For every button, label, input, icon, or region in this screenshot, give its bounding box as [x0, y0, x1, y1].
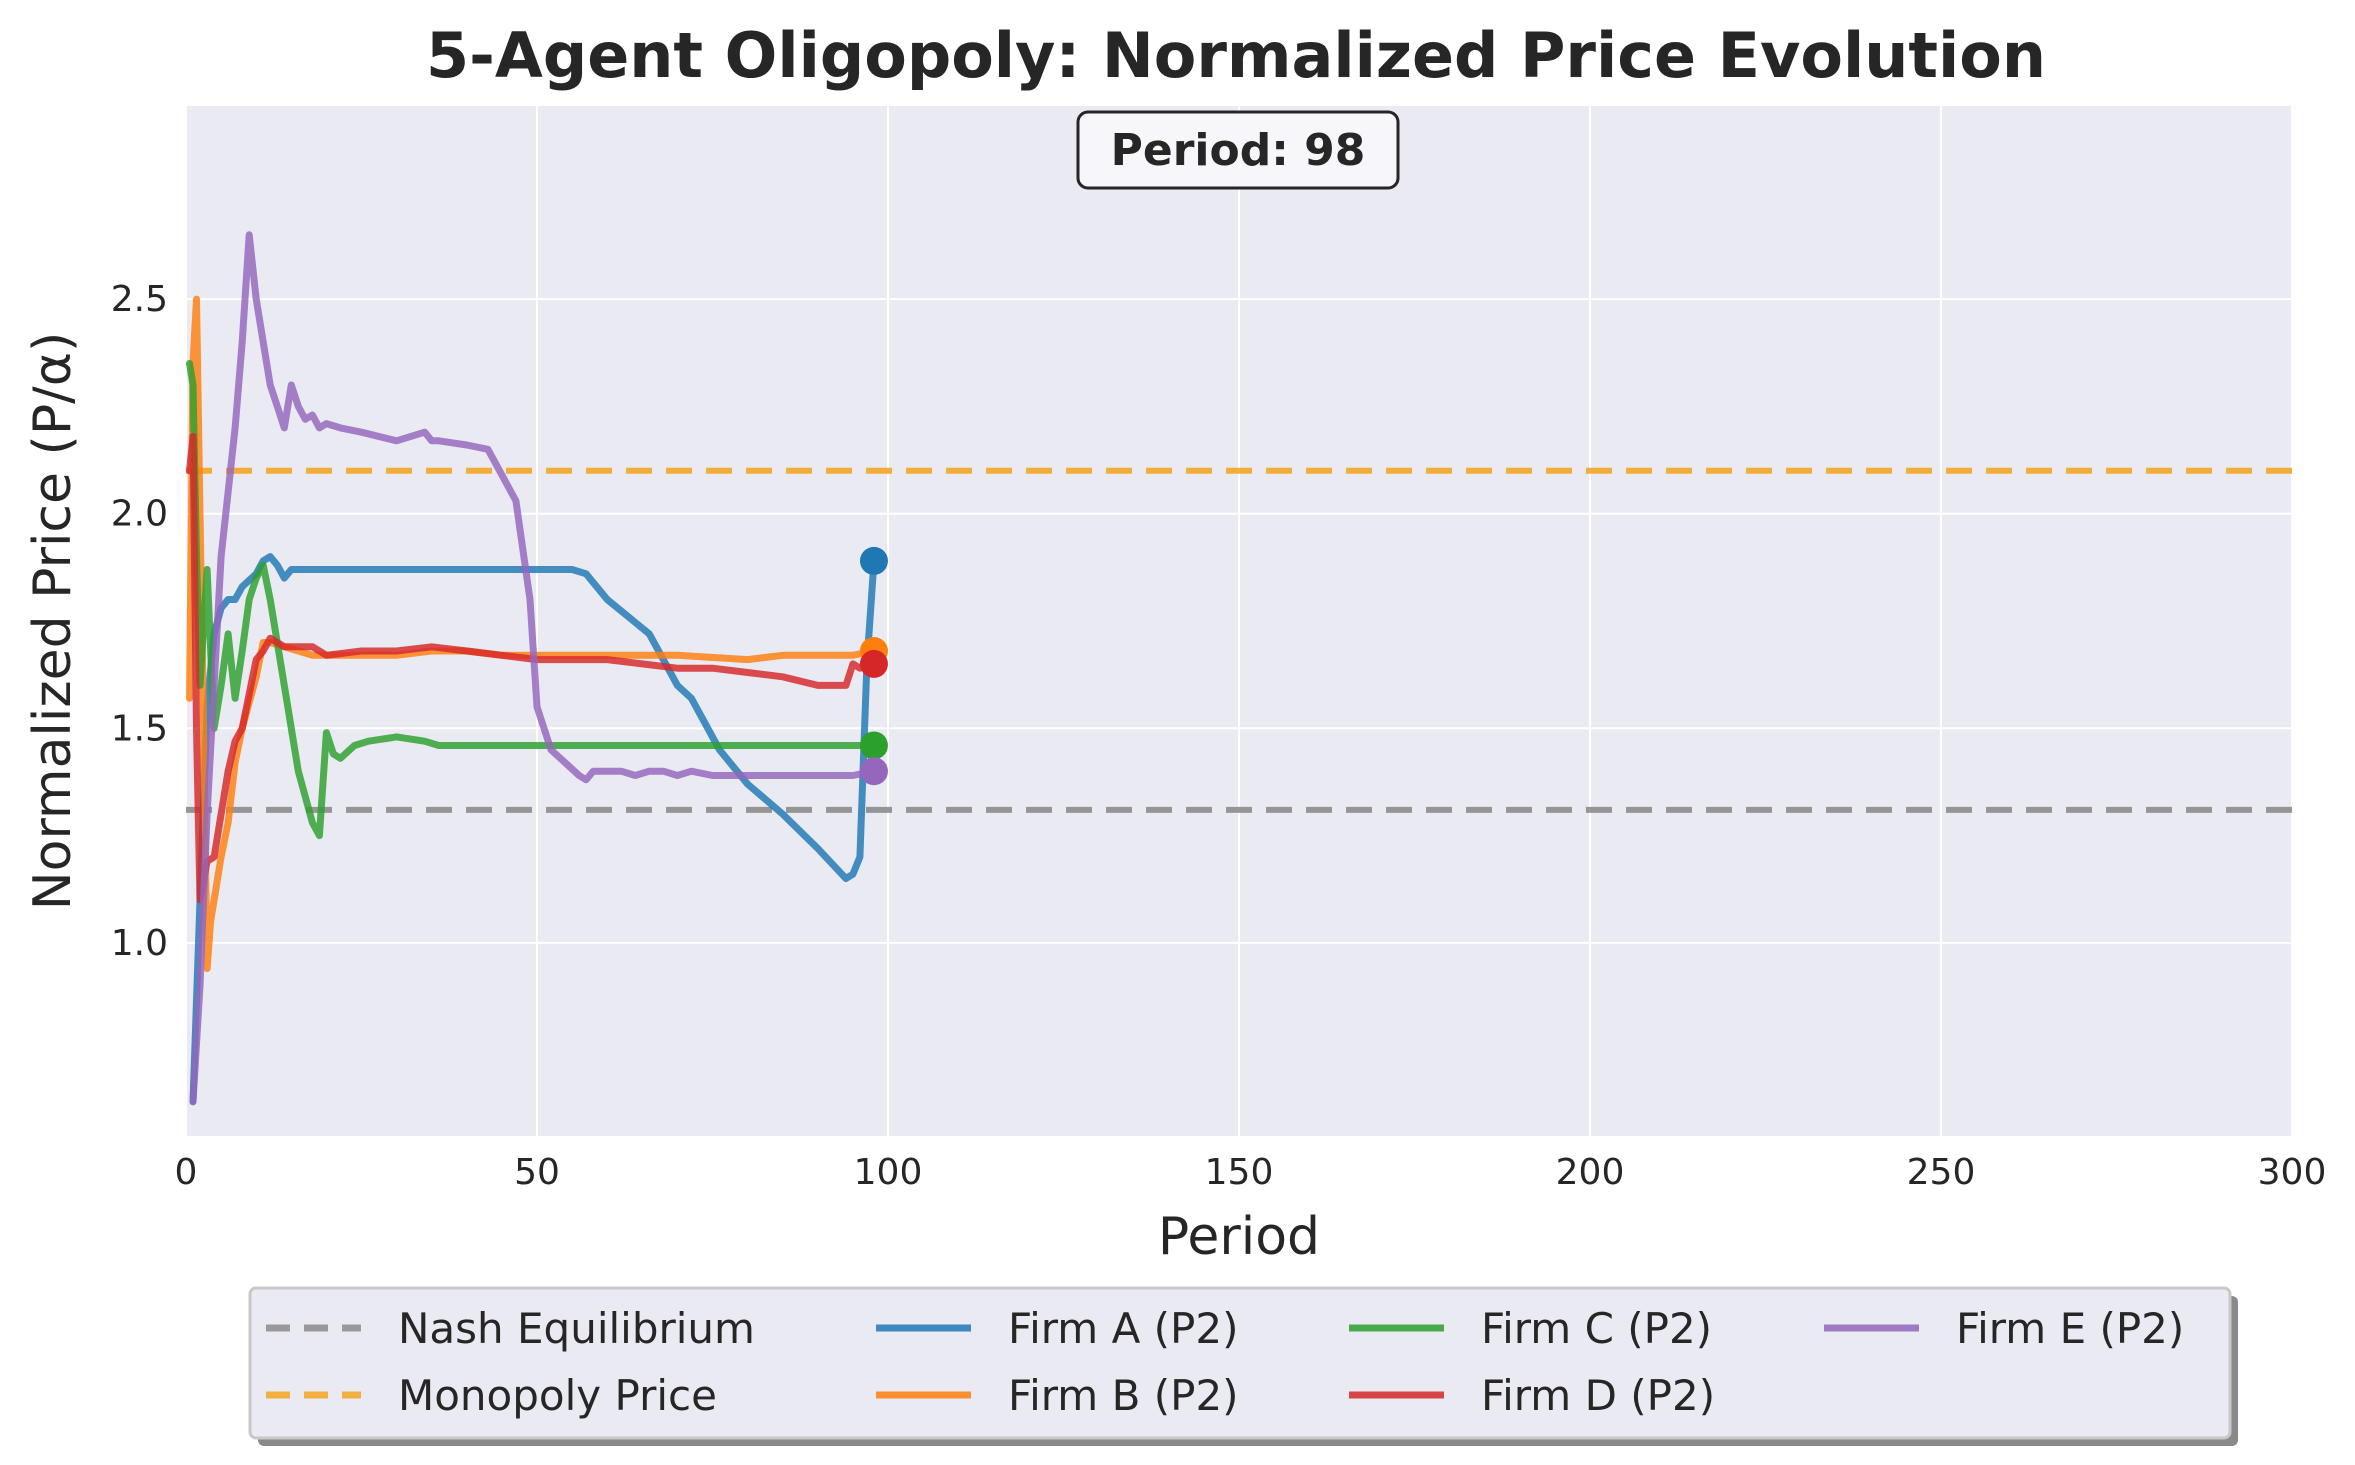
firm-e-p2-line — [189, 231, 878, 1106]
firm-e-p2-endpoint — [859, 757, 888, 786]
x-tick-label: 50 — [514, 1152, 560, 1193]
legend-label-firm-b-p2: Firm B (P2) — [1008, 1371, 1239, 1420]
chart-title: 5-Agent Oligopoly: Normalized Price Evol… — [426, 19, 2046, 92]
firm-d-p2-line — [186, 433, 878, 904]
grid-lines — [185, 106, 2293, 1136]
x-tick-label: 0 — [175, 1152, 198, 1193]
period-annotation-text: Period: 98 — [1111, 125, 1366, 176]
x-axis-label: Period — [1158, 1207, 1320, 1267]
firm-a-p2-endpoint — [859, 546, 888, 575]
reference-lines — [186, 467, 2292, 813]
firm-a-p2-line — [189, 553, 878, 1106]
y-tick-label: 1.0 — [111, 923, 168, 964]
legend-label-firm-d-p2: Firm D (P2) — [1481, 1371, 1715, 1420]
series-layer — [186, 231, 888, 1106]
y-tick-label: 2.5 — [111, 279, 168, 320]
legend-label-firm-e-p2: Firm E (P2) — [1956, 1304, 2184, 1353]
period-annotation-box — [1076, 110, 1400, 190]
x-tick-label: 100 — [854, 1152, 923, 1193]
y-tick-label: 2.0 — [111, 494, 168, 535]
period-annotation: Period: 98 — [1076, 110, 1400, 190]
legend: Nash Equilibrium Monopoly Price Firm A (P2… — [248, 1286, 2238, 1446]
x-tick-label: 250 — [1907, 1152, 1976, 1193]
legend-label-monopoly-price: Monopoly Price — [398, 1371, 717, 1420]
y-tick-label: 1.5 — [111, 708, 168, 749]
legend-label-firm-a-p2: Firm A (P2) — [1008, 1304, 1238, 1353]
firm-c-p2-line — [186, 360, 878, 840]
x-tick-labels: 0 50 100 150 200 250 300 — [175, 1152, 2327, 1193]
firm-c-p2-endpoint — [859, 731, 888, 760]
firm-d-p2-endpoint — [859, 649, 888, 678]
legend-label-firm-c-p2: Firm C (P2) — [1481, 1304, 1712, 1353]
y-tick-labels: 1.0 1.5 2.0 2.5 — [111, 279, 168, 964]
x-tick-label: 150 — [1205, 1152, 1274, 1193]
x-tick-label: 300 — [2258, 1152, 2327, 1193]
y-axis-label: Normalized Price (P/α) — [23, 332, 83, 911]
legend-box — [248, 1286, 2232, 1440]
x-tick-label: 200 — [1556, 1152, 1625, 1193]
legend-label-nash-equilibrium: Nash Equilibrium — [398, 1304, 755, 1353]
